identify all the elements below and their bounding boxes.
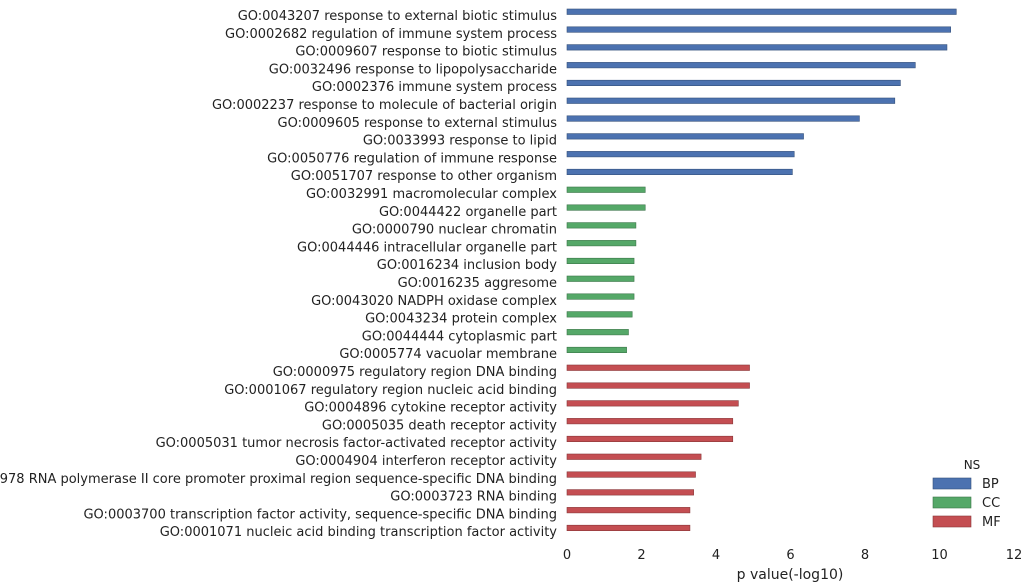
category-label: GO:0009605 response to external stimulus xyxy=(278,116,558,131)
category-label: GO:0043020 NADPH oxidase complex xyxy=(311,294,557,309)
category-label: GO:0001071 nucleic acid binding transcri… xyxy=(160,525,558,540)
category-label: GO:0004896 cytokine receptor activity xyxy=(304,401,557,416)
bar-mf xyxy=(566,524,691,532)
x-tick-label: 4 xyxy=(712,548,720,563)
x-tick-label: 8 xyxy=(861,548,869,563)
bar-bp xyxy=(566,97,896,104)
category-label: GO:0050776 regulation of immune response xyxy=(267,151,557,166)
category-label: GO:0016235 aggresome xyxy=(398,276,557,291)
bar-cc xyxy=(566,275,635,282)
bar-cc xyxy=(566,311,633,318)
category-label: GO:0032991 macromolecular complex xyxy=(306,187,557,202)
category-label: GO:0002237 response to molecule of bacte… xyxy=(212,98,557,113)
bar-mf xyxy=(566,507,691,514)
bar-bp xyxy=(566,62,916,69)
x-axis-ticks-group: 0 2 4 6 8 10 12 xyxy=(563,548,1022,563)
x-tick-label: 10 xyxy=(931,548,948,563)
bar-bp xyxy=(566,115,860,122)
bar-cc xyxy=(566,240,637,247)
bar-mf xyxy=(566,418,734,425)
category-label: GO:0005031 tumor necrosis factor-activat… xyxy=(156,436,558,451)
category-label: GO:0016234 inclusion body xyxy=(377,258,558,273)
bar-mf xyxy=(566,435,734,443)
bar-bp xyxy=(566,168,793,175)
legend-label-cc: CC xyxy=(982,496,1000,511)
category-label: GO:0001067 regulatory region nucleic aci… xyxy=(224,383,557,398)
legend: NS BP CC MF xyxy=(932,458,1001,530)
bar-bp xyxy=(566,151,795,158)
category-label: GO:0002682 regulation of immune system p… xyxy=(225,27,557,42)
category-label: GO:0043234 protein complex xyxy=(365,312,557,327)
category-label: GO:0003723 RNA binding xyxy=(390,490,557,505)
bars-group xyxy=(566,8,957,532)
category-label: GO:0009607 response to biotic stimulus xyxy=(295,45,557,60)
category-label: GO:0032496 response to lipopolysaccharid… xyxy=(269,62,557,77)
category-label: GO:0044422 organelle part xyxy=(379,205,557,220)
bar-cc xyxy=(566,257,635,265)
bar-mf xyxy=(566,453,702,460)
bar-mf xyxy=(566,471,696,478)
category-label: GO:0000975 regulatory region DNA binding xyxy=(273,365,557,380)
category-label: GO:0000978 RNA polymerase II core promot… xyxy=(0,472,557,487)
bar-cc xyxy=(566,186,646,193)
bar-mf xyxy=(566,400,739,407)
category-label: GO:0004904 interferon receptor activity xyxy=(295,454,557,469)
bar-cc xyxy=(566,329,629,336)
x-axis-title: p value(-log10) xyxy=(737,567,844,583)
legend-label-mf: MF xyxy=(982,515,1001,530)
category-label: GO:0044446 intracellular organelle part xyxy=(297,240,557,255)
bar-mf xyxy=(566,489,694,496)
bar-cc xyxy=(566,222,637,229)
bar-mf xyxy=(566,382,750,389)
x-tick-label: 0 xyxy=(563,548,571,563)
x-tick-label: 2 xyxy=(637,548,645,563)
legend-swatch-bp xyxy=(932,477,972,490)
bar-mf xyxy=(566,364,750,371)
bar-cc xyxy=(566,204,646,211)
legend-title: NS xyxy=(964,458,981,472)
bar-cc xyxy=(566,346,627,354)
category-label: GO:0043207 response to external biotic s… xyxy=(238,9,558,24)
category-label: GO:0005035 death receptor activity xyxy=(322,418,557,433)
bar-bp xyxy=(566,133,804,140)
bar-bp xyxy=(566,44,948,51)
category-labels-group: GO:0043207 response to external biotic s… xyxy=(0,9,557,540)
bar-bp xyxy=(566,8,957,15)
category-label: GO:0005774 vacuolar membrane xyxy=(339,347,557,362)
category-label: GO:0003700 transcription factor activity… xyxy=(83,507,557,522)
x-tick-label: 6 xyxy=(786,548,794,563)
category-label: GO:0000790 nuclear chromatin xyxy=(352,223,557,238)
legend-swatch-mf xyxy=(932,515,972,528)
bar-cc xyxy=(566,293,635,300)
category-label: GO:0044444 cytoplasmic part xyxy=(362,329,557,344)
bar-bp xyxy=(566,26,951,33)
category-label: GO:0033993 response to lipid xyxy=(363,134,557,149)
category-label: GO:0051707 response to other organism xyxy=(291,169,557,184)
category-label: GO:0002376 immune system process xyxy=(312,80,557,95)
legend-swatch-cc xyxy=(932,496,972,509)
legend-label-bp: BP xyxy=(982,477,999,492)
x-tick-label: 12 xyxy=(1006,548,1023,563)
bar-bp xyxy=(566,79,901,86)
